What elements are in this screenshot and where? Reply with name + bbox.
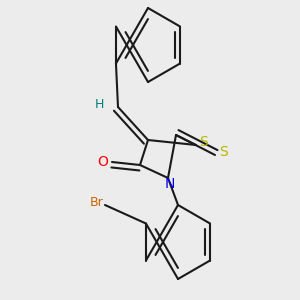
Text: O: O: [98, 155, 108, 169]
Text: S: S: [220, 145, 228, 159]
Text: Br: Br: [90, 196, 104, 209]
Text: N: N: [165, 177, 175, 191]
Text: H: H: [94, 98, 104, 110]
Text: S: S: [200, 135, 208, 149]
